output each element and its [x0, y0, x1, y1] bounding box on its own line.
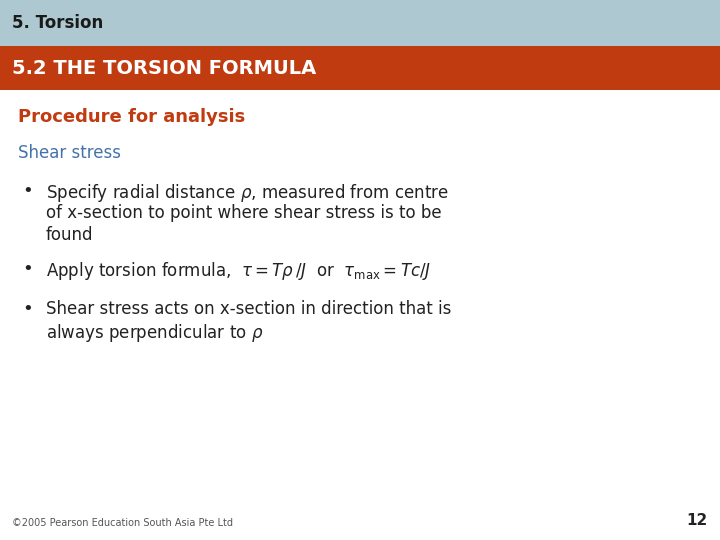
Text: •: • [22, 260, 32, 278]
Text: Shear stress: Shear stress [18, 144, 121, 162]
Text: Specify radial distance $\rho$, measured from centre: Specify radial distance $\rho$, measured… [46, 182, 449, 204]
Text: 12: 12 [687, 513, 708, 528]
Text: Shear stress acts on x-section in direction that is: Shear stress acts on x-section in direct… [46, 300, 451, 318]
Text: always perpendicular to $\rho$: always perpendicular to $\rho$ [46, 322, 264, 344]
Text: ©2005 Pearson Education South Asia Pte Ltd: ©2005 Pearson Education South Asia Pte L… [12, 518, 233, 528]
Text: Apply torsion formula,  $\tau = T\rho\,/J$  or  $\tau_{\rm max} = Tc/J$: Apply torsion formula, $\tau = T\rho\,/J… [46, 260, 431, 282]
Text: •: • [22, 300, 32, 318]
Text: •: • [22, 182, 32, 200]
Text: of x-section to point where shear stress is to be: of x-section to point where shear stress… [46, 204, 441, 222]
Bar [0, 46, 720, 90]
Text: 5. Torsion: 5. Torsion [12, 14, 103, 32]
Text: found: found [46, 226, 94, 244]
Text: 5.2 THE TORSION FORMULA: 5.2 THE TORSION FORMULA [12, 58, 316, 78]
Bar [0, 0, 720, 46]
Text: Procedure for analysis: Procedure for analysis [18, 108, 246, 126]
